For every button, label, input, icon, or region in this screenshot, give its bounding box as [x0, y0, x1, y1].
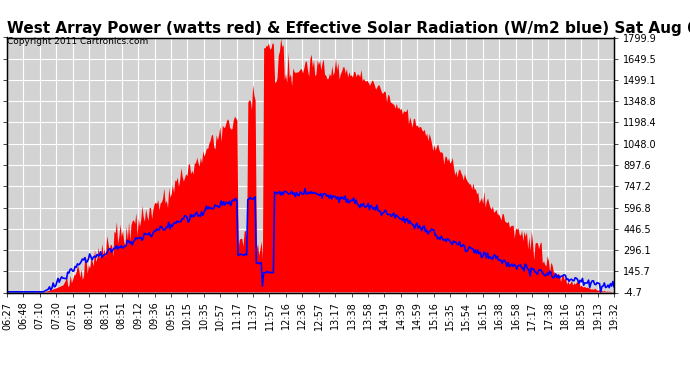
Text: West Array Power (watts red) & Effective Solar Radiation (W/m2 blue) Sat Aug 6 1: West Array Power (watts red) & Effective…	[7, 21, 690, 36]
Text: Copyright 2011 Cartronics.com: Copyright 2011 Cartronics.com	[7, 38, 148, 46]
